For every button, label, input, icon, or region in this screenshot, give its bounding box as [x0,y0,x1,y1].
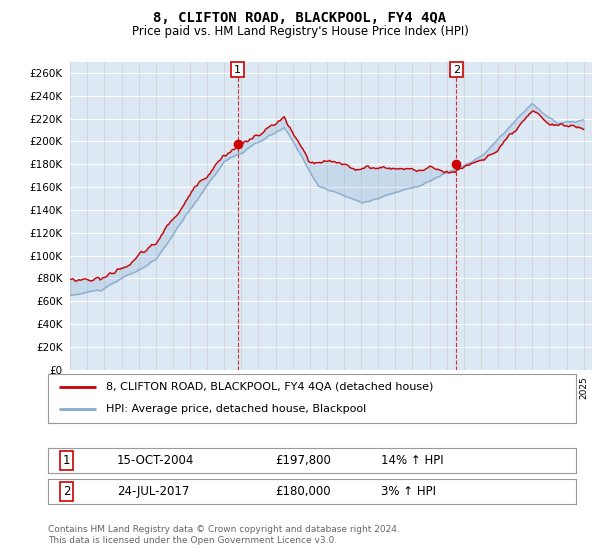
Text: 2: 2 [63,485,70,498]
Text: 2: 2 [453,64,460,74]
Text: 3% ↑ HPI: 3% ↑ HPI [380,485,436,498]
Text: 8, CLIFTON ROAD, BLACKPOOL, FY4 4QA: 8, CLIFTON ROAD, BLACKPOOL, FY4 4QA [154,11,446,25]
Text: Contains HM Land Registry data © Crown copyright and database right 2024.
This d: Contains HM Land Registry data © Crown c… [48,525,400,545]
Text: £180,000: £180,000 [275,485,331,498]
Text: 14% ↑ HPI: 14% ↑ HPI [380,454,443,467]
Text: 1: 1 [234,64,241,74]
Text: £197,800: £197,800 [275,454,331,467]
Text: 8, CLIFTON ROAD, BLACKPOOL, FY4 4QA (detached house): 8, CLIFTON ROAD, BLACKPOOL, FY4 4QA (det… [106,382,433,392]
Text: 24-JUL-2017: 24-JUL-2017 [116,485,189,498]
Text: 15-OCT-2004: 15-OCT-2004 [116,454,194,467]
Text: Price paid vs. HM Land Registry's House Price Index (HPI): Price paid vs. HM Land Registry's House … [131,25,469,38]
Text: 1: 1 [63,454,70,467]
Text: HPI: Average price, detached house, Blackpool: HPI: Average price, detached house, Blac… [106,404,367,414]
